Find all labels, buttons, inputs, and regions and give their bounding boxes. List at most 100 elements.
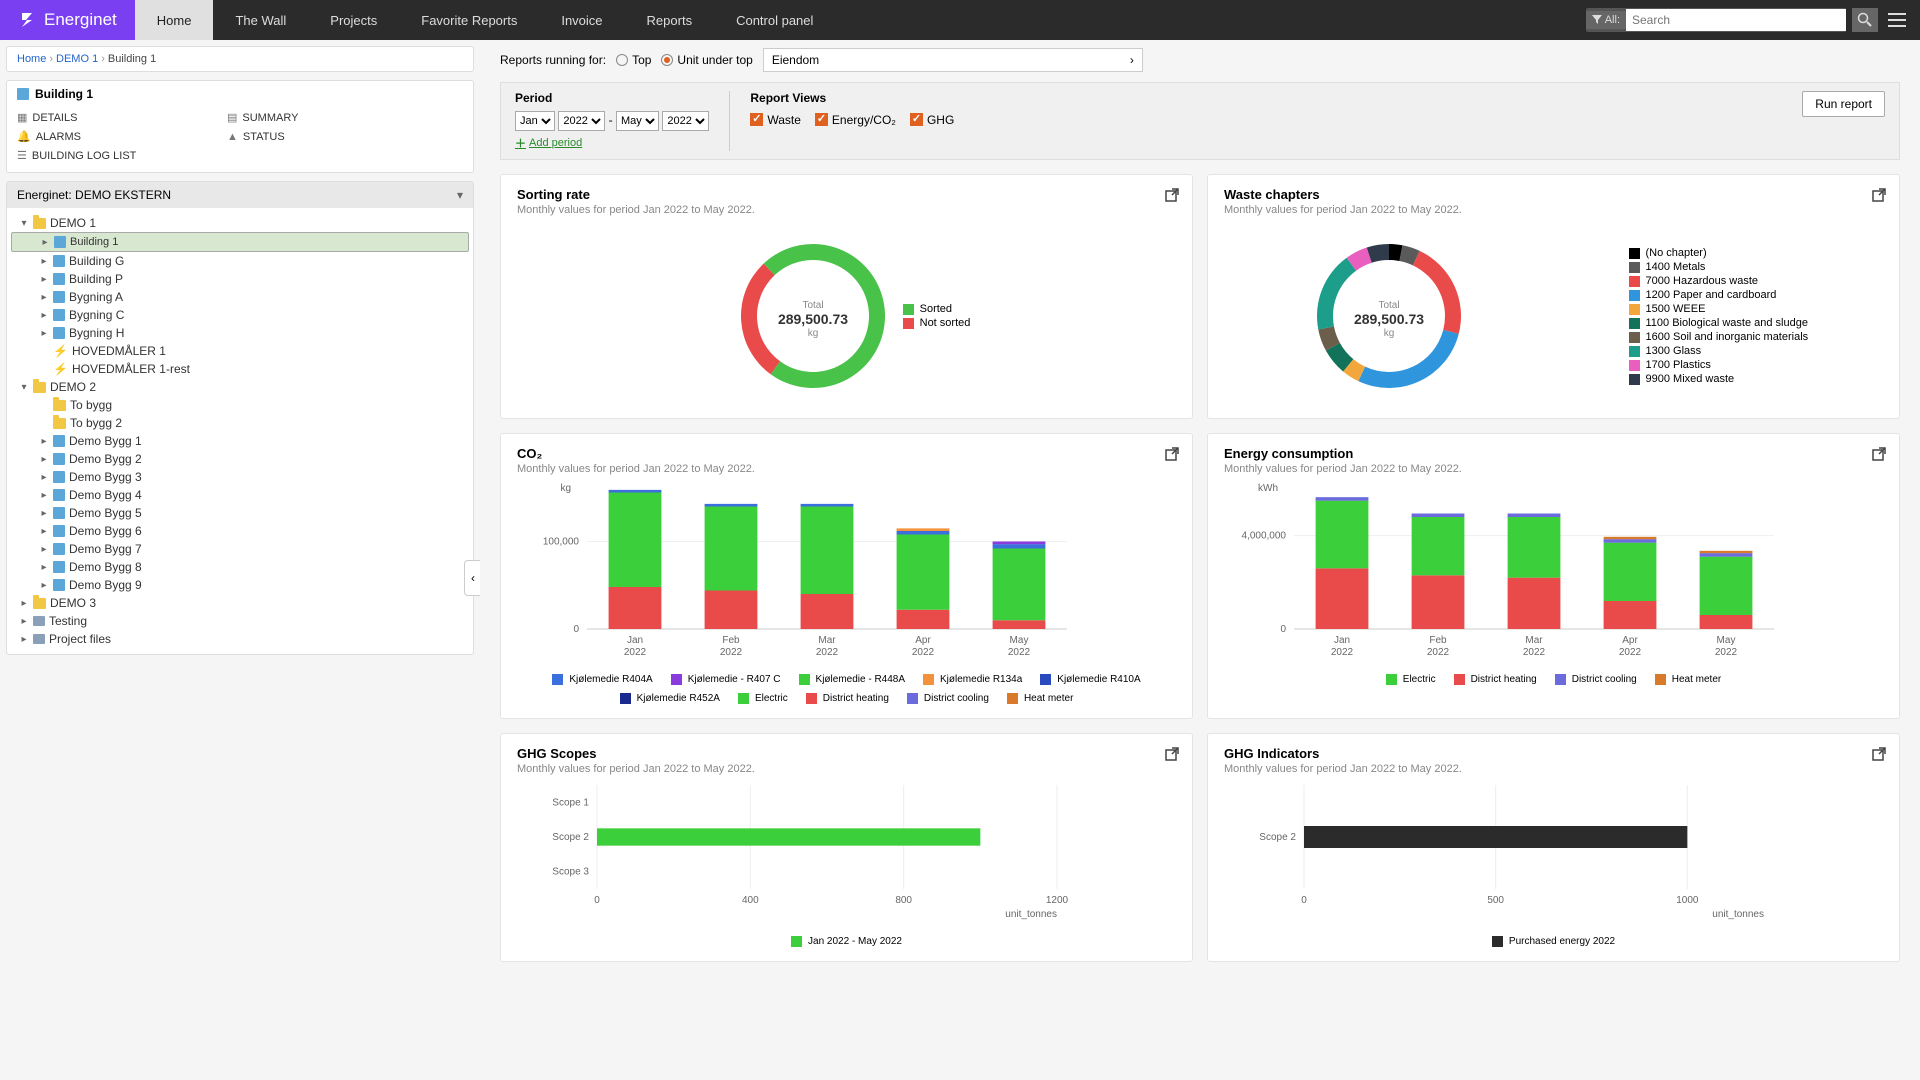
tree-item[interactable]: ▸Demo Bygg 7 [11, 540, 469, 558]
tree-item[interactable]: ▸Building 1 [11, 232, 469, 252]
period-month2[interactable]: May [616, 111, 659, 131]
tree-item[interactable]: ▸Testing [11, 612, 469, 630]
hbar-chart: 04008001200unit_tonnesScope 1Scope 2Scop… [517, 775, 1077, 925]
tree-item[interactable]: ▸Demo Bygg 4 [11, 486, 469, 504]
svg-text:Apr: Apr [915, 635, 931, 646]
tree-item[interactable]: ▸Demo Bygg 2 [11, 450, 469, 468]
tree-item[interactable]: ▸Demo Bygg 3 [11, 468, 469, 486]
tree-item[interactable]: ▸Bygning A [11, 288, 469, 306]
view-check-energy-co-[interactable]: ✓Energy/CO₂ [815, 113, 896, 127]
building-icon [53, 471, 65, 483]
bar-chart: 4,000,0000kWhJan2022Feb2022Mar2022Apr202… [1224, 483, 1784, 663]
run-report-button[interactable]: Run report [1802, 91, 1885, 117]
building-link-alarms[interactable]: 🔔ALARMS [17, 130, 197, 143]
folder-icon [33, 382, 46, 393]
svg-text:2022: 2022 [1008, 647, 1031, 658]
brand-logo[interactable]: Energinet [0, 0, 135, 40]
popout-icon[interactable] [1164, 446, 1180, 465]
svg-text:0: 0 [573, 624, 579, 635]
tree-item[interactable]: ▸Demo Bygg 9 [11, 576, 469, 594]
hamburger-menu[interactable] [1884, 7, 1910, 33]
topbar: Energinet HomeThe WallProjectsFavorite R… [0, 0, 1920, 40]
legend: ElectricDistrict heatingDistrict cooling… [1224, 672, 1883, 687]
svg-text:500: 500 [1487, 895, 1504, 906]
svg-text:Jan: Jan [627, 635, 643, 646]
nav-projects[interactable]: Projects [308, 0, 399, 40]
search-filter[interactable]: All: [1586, 11, 1626, 29]
nav-reports[interactable]: Reports [625, 0, 715, 40]
popout-icon[interactable] [1871, 446, 1887, 465]
tree-item[interactable]: ▸Demo Bygg 5 [11, 504, 469, 522]
view-check-waste[interactable]: ✓Waste [750, 113, 801, 127]
tree-item[interactable]: ▸Building G [11, 252, 469, 270]
radio-top[interactable]: Top [616, 53, 651, 67]
tree-item[interactable]: ▸Building P [11, 270, 469, 288]
building-link-building-log-list[interactable]: ☰BUILDING LOG LIST [17, 149, 197, 162]
control-panel: Period Jan 2022 - May 2022 ＋Add period R… [500, 82, 1900, 160]
tree-item[interactable]: ▸Demo Bygg 1 [11, 432, 469, 450]
bolt-icon: ⚡ [53, 362, 68, 376]
svg-text:2022: 2022 [720, 647, 743, 658]
period-year2[interactable]: 2022 [662, 111, 709, 131]
tree-item[interactable]: ▸Demo Bygg 8 [11, 558, 469, 576]
rpt-label: Reports running for: [500, 53, 606, 67]
nav-home[interactable]: Home [135, 0, 214, 40]
tree-header[interactable]: Energinet: DEMO EKSTERN ▾ [7, 182, 473, 208]
svg-text:kg: kg [560, 483, 571, 494]
svg-text:May: May [1010, 635, 1029, 646]
search-button[interactable] [1852, 8, 1878, 32]
svg-text:kg: kg [1384, 328, 1395, 339]
card: CO₂Monthly values for period Jan 2022 to… [500, 433, 1193, 719]
tree-item[interactable]: To bygg [11, 396, 469, 414]
svg-text:kWh: kWh [1258, 483, 1278, 494]
tree-item[interactable]: ▸Demo Bygg 6 [11, 522, 469, 540]
tree-item[interactable]: To bygg 2 [11, 414, 469, 432]
svg-text:Mar: Mar [818, 635, 836, 646]
svg-text:Feb: Feb [1429, 635, 1447, 646]
nav-the-wall[interactable]: The Wall [213, 0, 308, 40]
period-year1[interactable]: 2022 [558, 111, 605, 131]
legend: Kjølemedie R404AKjølemedie - R407 CKjøle… [517, 672, 1176, 706]
building-link-details[interactable]: ▦DETAILS [17, 111, 197, 124]
nav-invoice[interactable]: Invoice [539, 0, 624, 40]
view-check-ghg[interactable]: ✓GHG [910, 113, 954, 127]
breadcrumb-item[interactable]: Home [17, 53, 46, 65]
views-title: Report Views [750, 91, 968, 105]
popout-icon[interactable] [1164, 187, 1180, 206]
nav-control-panel[interactable]: Control panel [714, 0, 835, 40]
tree-item[interactable]: ▾DEMO 2 [11, 378, 469, 396]
popout-icon[interactable] [1871, 746, 1887, 765]
search-wrap: All: [1586, 8, 1846, 32]
sidebar-collapse[interactable]: ‹ [464, 560, 480, 596]
svg-text:400: 400 [742, 895, 759, 906]
svg-text:2022: 2022 [912, 647, 935, 658]
search-input[interactable] [1626, 9, 1846, 31]
breadcrumb-item[interactable]: DEMO 1 [56, 53, 98, 65]
svg-text:Scope 3: Scope 3 [552, 867, 589, 878]
building-link-status[interactable]: ▲STATUS [227, 130, 407, 143]
building-icon [53, 453, 65, 465]
legend: Purchased energy 2022 [1224, 934, 1883, 949]
popout-icon[interactable] [1164, 746, 1180, 765]
nav-favorite-reports[interactable]: Favorite Reports [399, 0, 539, 40]
hbar-chart: 05001000unit_tonnesScope 2 [1224, 775, 1784, 925]
tree-item[interactable]: ▾DEMO 1 [11, 214, 469, 232]
tree-item[interactable]: ⚡HOVEDMÅLER 1-rest [11, 360, 469, 378]
tree-item[interactable]: ▸Bygning C [11, 306, 469, 324]
bar-chart: 100,0000kgJan2022Feb2022Mar2022Apr2022Ma… [517, 483, 1077, 663]
popout-icon[interactable] [1871, 187, 1887, 206]
tree-item[interactable]: ▸Project files [11, 630, 469, 648]
tree-item[interactable]: ▸Bygning H [11, 324, 469, 342]
tree-item[interactable]: ⚡HOVEDMÅLER 1 [11, 342, 469, 360]
building-icon [53, 543, 65, 555]
svg-text:unit_tonnes: unit_tonnes [1712, 909, 1764, 920]
tree-item[interactable]: ▸DEMO 3 [11, 594, 469, 612]
period-month1[interactable]: Jan [515, 111, 555, 131]
radio-unit-under-top[interactable]: Unit under top [661, 53, 752, 67]
unit-combo[interactable]: Eiendom› [763, 48, 1143, 72]
svg-text:Apr: Apr [1622, 635, 1638, 646]
building-link-summary[interactable]: ▤SUMMARY [227, 111, 407, 124]
card: GHG IndicatorsMonthly values for period … [1207, 733, 1900, 962]
add-period-link[interactable]: ＋Add period [515, 135, 582, 151]
tree-expand-icon: ▾ [457, 188, 463, 202]
